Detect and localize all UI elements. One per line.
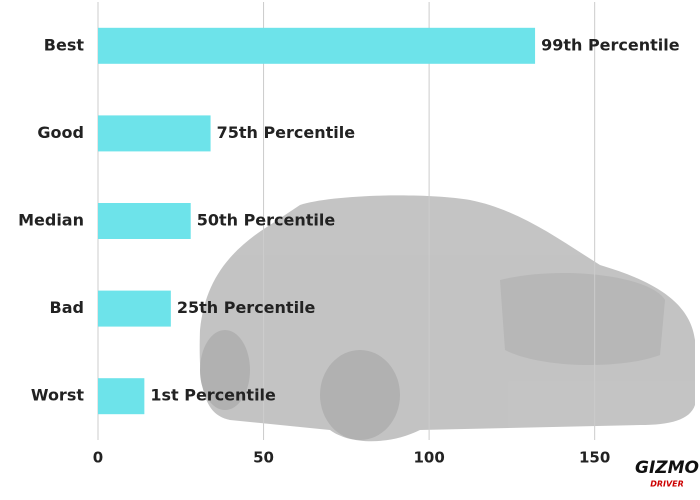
logo-sub: DRIVER (650, 480, 684, 489)
bar-label: 25th Percentile (177, 298, 316, 317)
bar-label: 99th Percentile (541, 35, 680, 54)
bar-label: 50th Percentile (197, 211, 336, 230)
bar (98, 378, 145, 415)
logo-brand: GIZMO (635, 458, 699, 478)
bar-label: 75th Percentile (217, 123, 356, 142)
x-tick-label: 50 (253, 449, 274, 467)
bar-label: 1st Percentile (150, 386, 276, 405)
bar (98, 27, 536, 64)
x-tick-label: 100 (413, 449, 444, 467)
car-wheel (200, 330, 250, 410)
y-tick-label: Bad (50, 298, 84, 317)
y-tick-label: Best (44, 35, 85, 54)
car-body (199, 195, 695, 442)
y-tick-label: Median (18, 211, 84, 230)
y-tick-label: Good (37, 123, 84, 142)
car-wheel (320, 350, 400, 440)
y-tick-label: Worst (31, 386, 84, 405)
bar (98, 115, 211, 152)
logo: GIZMO DRIVER (635, 458, 699, 489)
background-car (199, 195, 695, 442)
bar (98, 203, 191, 239)
bar (98, 290, 171, 327)
car-grille (500, 272, 665, 366)
x-tick-label: 0 (93, 449, 103, 467)
x-tick-label: 150 (579, 449, 610, 467)
